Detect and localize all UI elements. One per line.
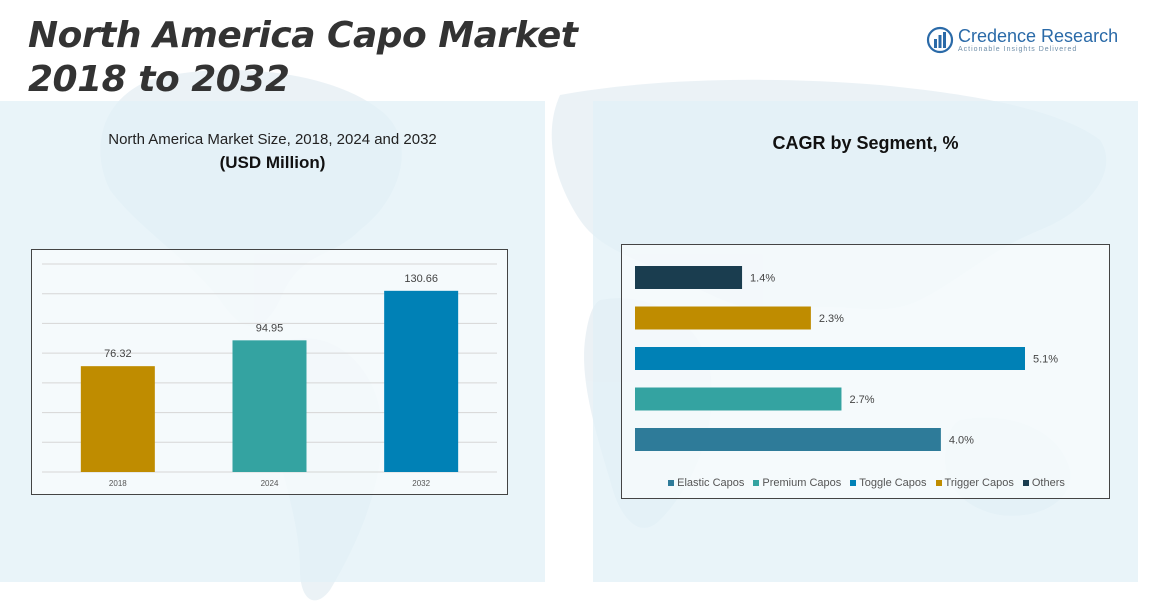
legend-swatch [753, 480, 760, 486]
x-tick-label: 2018 [109, 479, 127, 488]
legend-label: Trigger Capos [944, 477, 1014, 489]
logo-tagline: Actionable Insights Delivered [958, 46, 1078, 53]
cagr-bar-chart: 1.4% 2.3% 5.1% 2.7% 4.0% Elastic Capos Premiu… [621, 244, 1110, 499]
bar-chart-globe-icon [926, 26, 954, 54]
legend-item: Others [1022, 477, 1065, 489]
hbar-value-label: 2.3% [819, 313, 844, 325]
x-tick-label: 2024 [261, 479, 279, 488]
bar-2018 [80, 366, 155, 472]
cagr-bar-chart-svg: 1.4% 2.3% 5.1% 2.7% 4.0% [635, 266, 1058, 451]
hbar-value-label: 2.7% [849, 394, 874, 406]
legend-swatch [1022, 480, 1029, 486]
legend-swatch [935, 480, 942, 486]
hbar-value-label: 5.1% [1033, 354, 1058, 366]
market-size-chart-title: North America Market Size, 2018, 2024 an… [108, 131, 437, 148]
page-title: North America Capo Market 2018 to 2032 [28, 14, 588, 102]
legend-swatch [668, 480, 675, 486]
legend-item: Toggle Capos [850, 477, 927, 489]
hbar-value-label: 4.0% [949, 435, 974, 447]
page-title-line-1: North America Capo Market [28, 15, 578, 56]
legend-item: Trigger Capos [935, 477, 1014, 489]
bar-2032 [384, 290, 459, 472]
bar-2024 [232, 340, 307, 472]
legend-label: Others [1031, 477, 1065, 489]
market-size-bar-chart: 76.32 2018 94.95 2024 130.66 2032 [31, 249, 508, 495]
x-tick-label: 2032 [412, 479, 430, 488]
legend-item: Premium Capos [753, 477, 841, 489]
company-logo: Credence Research Actionable Insights De… [926, 26, 1126, 60]
legend-label: Toggle Capos [859, 477, 927, 489]
market-size-bar-chart-svg: 76.32 2018 94.95 2024 130.66 2032 [42, 263, 497, 488]
hbar-elastic-capos [635, 428, 941, 451]
hbar-value-label: 1.4% [750, 273, 775, 285]
cagr-chart-title: CAGR by Segment, % [772, 133, 959, 153]
market-size-chart-subtitle: (USD Million) [219, 153, 326, 172]
legend-swatch [850, 480, 857, 486]
page-title-line-2: 2018 to 2032 [28, 59, 290, 100]
legend-label: Elastic Capos [677, 477, 745, 489]
legend-label: Premium Capos [762, 477, 842, 489]
hbar-premium-capos [635, 387, 842, 411]
hbar-toggle-capos [635, 347, 1025, 370]
hbar-others [635, 266, 743, 289]
hbar-trigger-capos [635, 306, 811, 330]
legend-item: Elastic Capos [668, 477, 744, 489]
bar-value-label: 130.66 [404, 273, 438, 285]
cagr-legend: Elastic Capos Premium Capos Toggle Capos Tr… [622, 477, 1111, 489]
bar-value-label: 94.95 [256, 322, 284, 334]
bar-value-label: 76.32 [104, 348, 132, 360]
logo-name: Credence Research [958, 26, 1119, 46]
